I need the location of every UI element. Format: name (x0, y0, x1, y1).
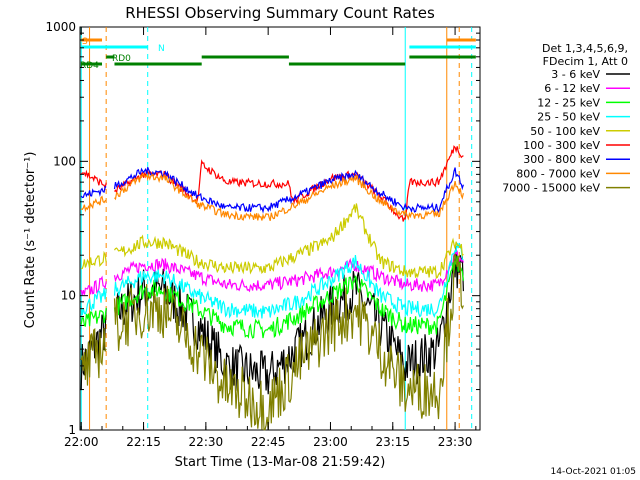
legend-label: 50 - 100 keV (530, 125, 600, 138)
legend-label: 3 - 6 keV (551, 68, 600, 81)
footer-date: 14-Oct-2021 01:05 (551, 467, 636, 477)
flag-bar-label: RD0 (112, 54, 131, 64)
legend-label: 800 - 7000 keV (516, 167, 600, 180)
flag-bars: S N RD0 RD4 (80, 37, 476, 71)
flag-bar-label: S (82, 37, 88, 47)
chart-title: RHESSI Observing Summary Count Rates (125, 4, 435, 22)
legend-label: 6 - 12 keV (544, 82, 600, 95)
series-line (80, 253, 464, 431)
x-tick-label: 22:15 (126, 435, 161, 449)
x-axis: 22:00 22:15 22:30 22:45 23:00 23:15 23:30 (64, 27, 477, 449)
plot-frame (79, 26, 481, 431)
legend-label: 7000 - 15000 keV (502, 182, 600, 195)
y-tick-label: 1000 (45, 20, 76, 34)
series-line (81, 203, 464, 279)
flag-bar-label: RD4 (80, 61, 99, 71)
y-tick-label: 1 (68, 423, 76, 437)
series-line (80, 173, 464, 221)
legend-label: 100 - 300 keV (523, 139, 600, 152)
x-tick-label: 23:00 (313, 435, 348, 449)
flag-bar-label: N (158, 44, 165, 54)
legend-header: FDecim 1, Att 0 (543, 55, 628, 68)
x-tick-label: 22:30 (189, 435, 224, 449)
series-line (80, 166, 464, 214)
y-axis-label: Count Rate (s⁻¹ detector⁻¹) (23, 152, 38, 329)
x-tick-label: 22:45 (251, 435, 286, 449)
legend: Det 1,3,4,5,6,9,FDecim 1, Att 03 - 6 keV… (502, 42, 630, 195)
series-lines (80, 145, 464, 431)
x-tick-label: 23:30 (438, 435, 473, 449)
x-tick-label: 23:15 (375, 435, 410, 449)
legend-header: Det 1,3,4,5,6,9, (542, 42, 628, 55)
legend-label: 25 - 50 keV (537, 111, 600, 124)
x-tick-label: 22:00 (64, 435, 99, 449)
series-line (80, 250, 464, 296)
y-tick-label: 100 (53, 154, 76, 168)
y-axis: 1 10 100 1000 (45, 20, 480, 437)
x-axis-label: Start Time (13-Mar-08 21:59:42) (175, 455, 386, 470)
series-line (80, 145, 464, 222)
legend-label: 12 - 25 keV (537, 96, 600, 109)
y-tick-label: 10 (61, 289, 76, 303)
series-line (80, 242, 464, 319)
legend-label: 300 - 800 keV (523, 153, 600, 166)
